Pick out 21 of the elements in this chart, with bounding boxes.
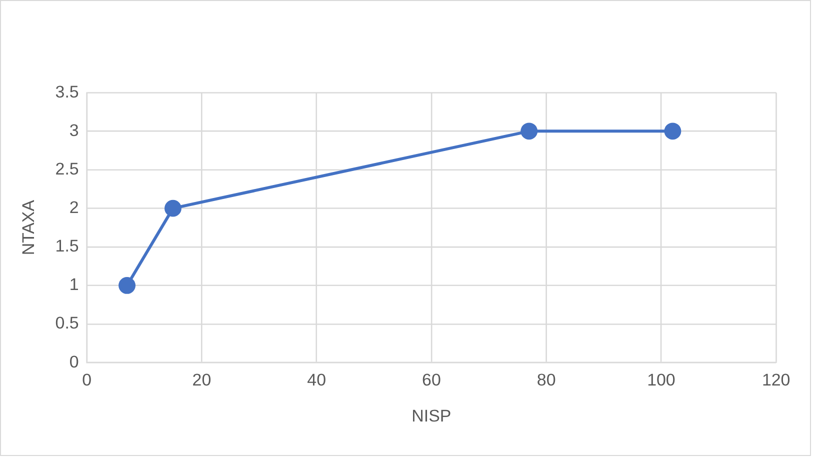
point: [664, 122, 682, 140]
x-axis-title: NISP: [412, 406, 452, 426]
y-axis-title: NTAXA: [18, 199, 38, 256]
point: [164, 200, 182, 217]
x-tick-label: 40: [307, 370, 326, 390]
x-tick-label: 120: [762, 370, 790, 390]
x-tick-label: 80: [536, 370, 556, 390]
x-tick-label: 60: [422, 370, 441, 390]
x-tick-label: 100: [647, 370, 676, 390]
y-tick-label: 0: [69, 352, 79, 372]
point: [118, 276, 136, 294]
x-tick-label: 20: [192, 370, 212, 390]
y-tick-label: 3.5: [55, 82, 79, 102]
y-tick-label: 1.5: [55, 236, 79, 256]
y-tick-label: 0.5: [55, 314, 79, 333]
x-tick-label: 0: [82, 370, 92, 390]
y-tick-label: 1: [69, 275, 79, 294]
point: [520, 122, 538, 140]
y-tick-label: 2.5: [55, 159, 79, 178]
y-tick-label: 3: [69, 120, 79, 140]
y-tick-label: 2: [69, 198, 79, 217]
